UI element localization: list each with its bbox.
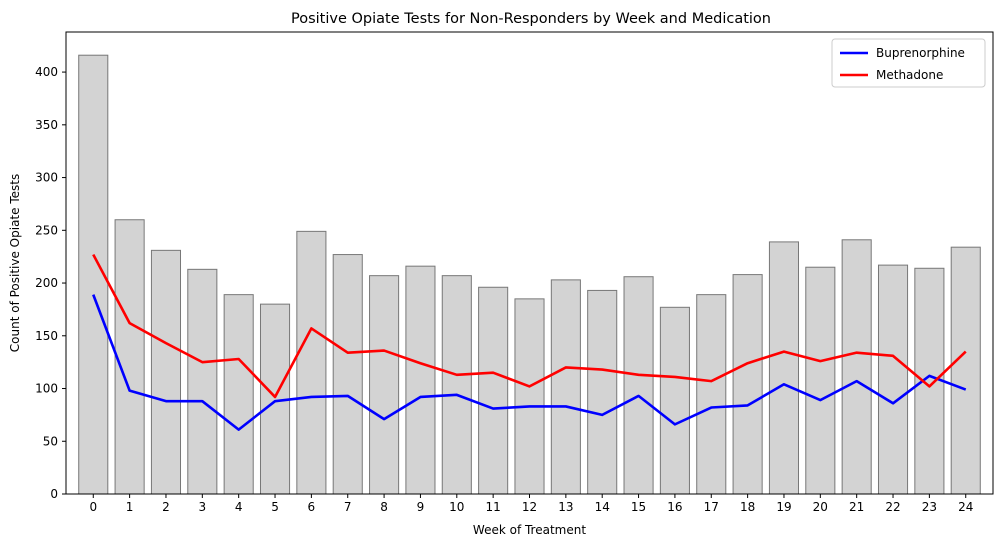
bar-week-2 xyxy=(150,249,182,495)
bar-week-6 xyxy=(296,230,327,495)
legend: Buprenorphine Methadone xyxy=(831,38,986,88)
x-tick-label: 8 xyxy=(380,500,388,514)
x-tick-label: 21 xyxy=(849,500,864,514)
bar-week-7 xyxy=(332,254,363,495)
y-tick-label: 400 xyxy=(35,65,58,79)
bar-week-15 xyxy=(623,276,654,495)
bar-week-9 xyxy=(405,265,436,495)
bar-week-10 xyxy=(441,275,472,495)
legend-label-buprenorphine: Buprenorphine xyxy=(876,46,965,60)
x-tick-label: 5 xyxy=(271,500,279,514)
line-group xyxy=(92,253,967,431)
y-tick-label: 50 xyxy=(43,434,58,448)
bar-week-19 xyxy=(768,241,800,495)
bar-week-23 xyxy=(914,267,945,495)
bar-week-20 xyxy=(805,266,836,495)
bar-week-11 xyxy=(478,286,509,495)
x-axis-label: Week of Treatment xyxy=(473,523,586,537)
x-tick-label: 10 xyxy=(449,500,464,514)
x-tick-label: 16 xyxy=(667,500,682,514)
y-tick-label: 350 xyxy=(35,118,58,132)
y-tick-label: 150 xyxy=(35,329,58,343)
line-methadone xyxy=(92,253,967,399)
bar-week-16 xyxy=(659,306,690,495)
y-tick-label: 300 xyxy=(35,171,58,185)
x-tick-label: 1 xyxy=(126,500,134,514)
bar-group xyxy=(78,54,981,495)
x-tick-label: 6 xyxy=(308,500,316,514)
bar-week-12 xyxy=(514,298,545,495)
y-axis: 0 50 100 150 200 250 300 350 400 xyxy=(35,65,66,501)
x-tick-label: 22 xyxy=(885,500,900,514)
legend-label-methadone: Methadone xyxy=(876,68,943,82)
x-tick-label: 14 xyxy=(595,500,610,514)
x-tick-label: 20 xyxy=(813,500,828,514)
x-tick-label: 2 xyxy=(162,500,170,514)
legend-box xyxy=(831,38,986,88)
y-axis-label: Count of Positive Opiate Tests xyxy=(8,174,22,352)
bar-week-17 xyxy=(696,294,727,495)
bar-week-22 xyxy=(877,264,909,495)
x-tick-label: 3 xyxy=(199,500,207,514)
bar-week-1 xyxy=(114,219,145,495)
x-tick-label: 11 xyxy=(486,500,501,514)
x-tick-label: 13 xyxy=(558,500,573,514)
x-tick-label: 15 xyxy=(631,500,646,514)
x-tick-label: 24 xyxy=(958,500,973,514)
bar-week-4 xyxy=(223,294,254,495)
bar-week-21 xyxy=(841,239,872,495)
bar-week-8 xyxy=(369,275,400,495)
y-tick-label: 250 xyxy=(35,223,58,237)
x-axis: 0 1 2 3 4 5 6 7 8 9 10 11 12 13 14 15 16 17 18 19 20 21 22 23 24 xyxy=(89,494,973,514)
bar-week-18 xyxy=(732,274,763,495)
y-tick-label: 200 xyxy=(35,276,58,290)
bar-week-13 xyxy=(550,279,581,495)
bar-week-3 xyxy=(187,268,218,495)
x-tick-label: 9 xyxy=(417,500,425,514)
y-tick-label: 100 xyxy=(35,382,58,396)
x-tick-label: 7 xyxy=(344,500,352,514)
bar-week-14 xyxy=(587,289,618,495)
x-tick-label: 12 xyxy=(522,500,537,514)
x-tick-label: 19 xyxy=(776,500,791,514)
x-tick-label: 4 xyxy=(235,500,243,514)
y-tick-label: 0 xyxy=(50,487,58,501)
x-tick-label: 23 xyxy=(922,500,937,514)
x-tick-label: 0 xyxy=(89,500,97,514)
line-buprenorphine xyxy=(92,294,967,431)
x-tick-label: 18 xyxy=(740,500,755,514)
x-tick-label: 17 xyxy=(704,500,719,514)
chart-title: Positive Opiate Tests for Non-Responders… xyxy=(291,11,771,27)
bar-week-24 xyxy=(950,246,981,495)
